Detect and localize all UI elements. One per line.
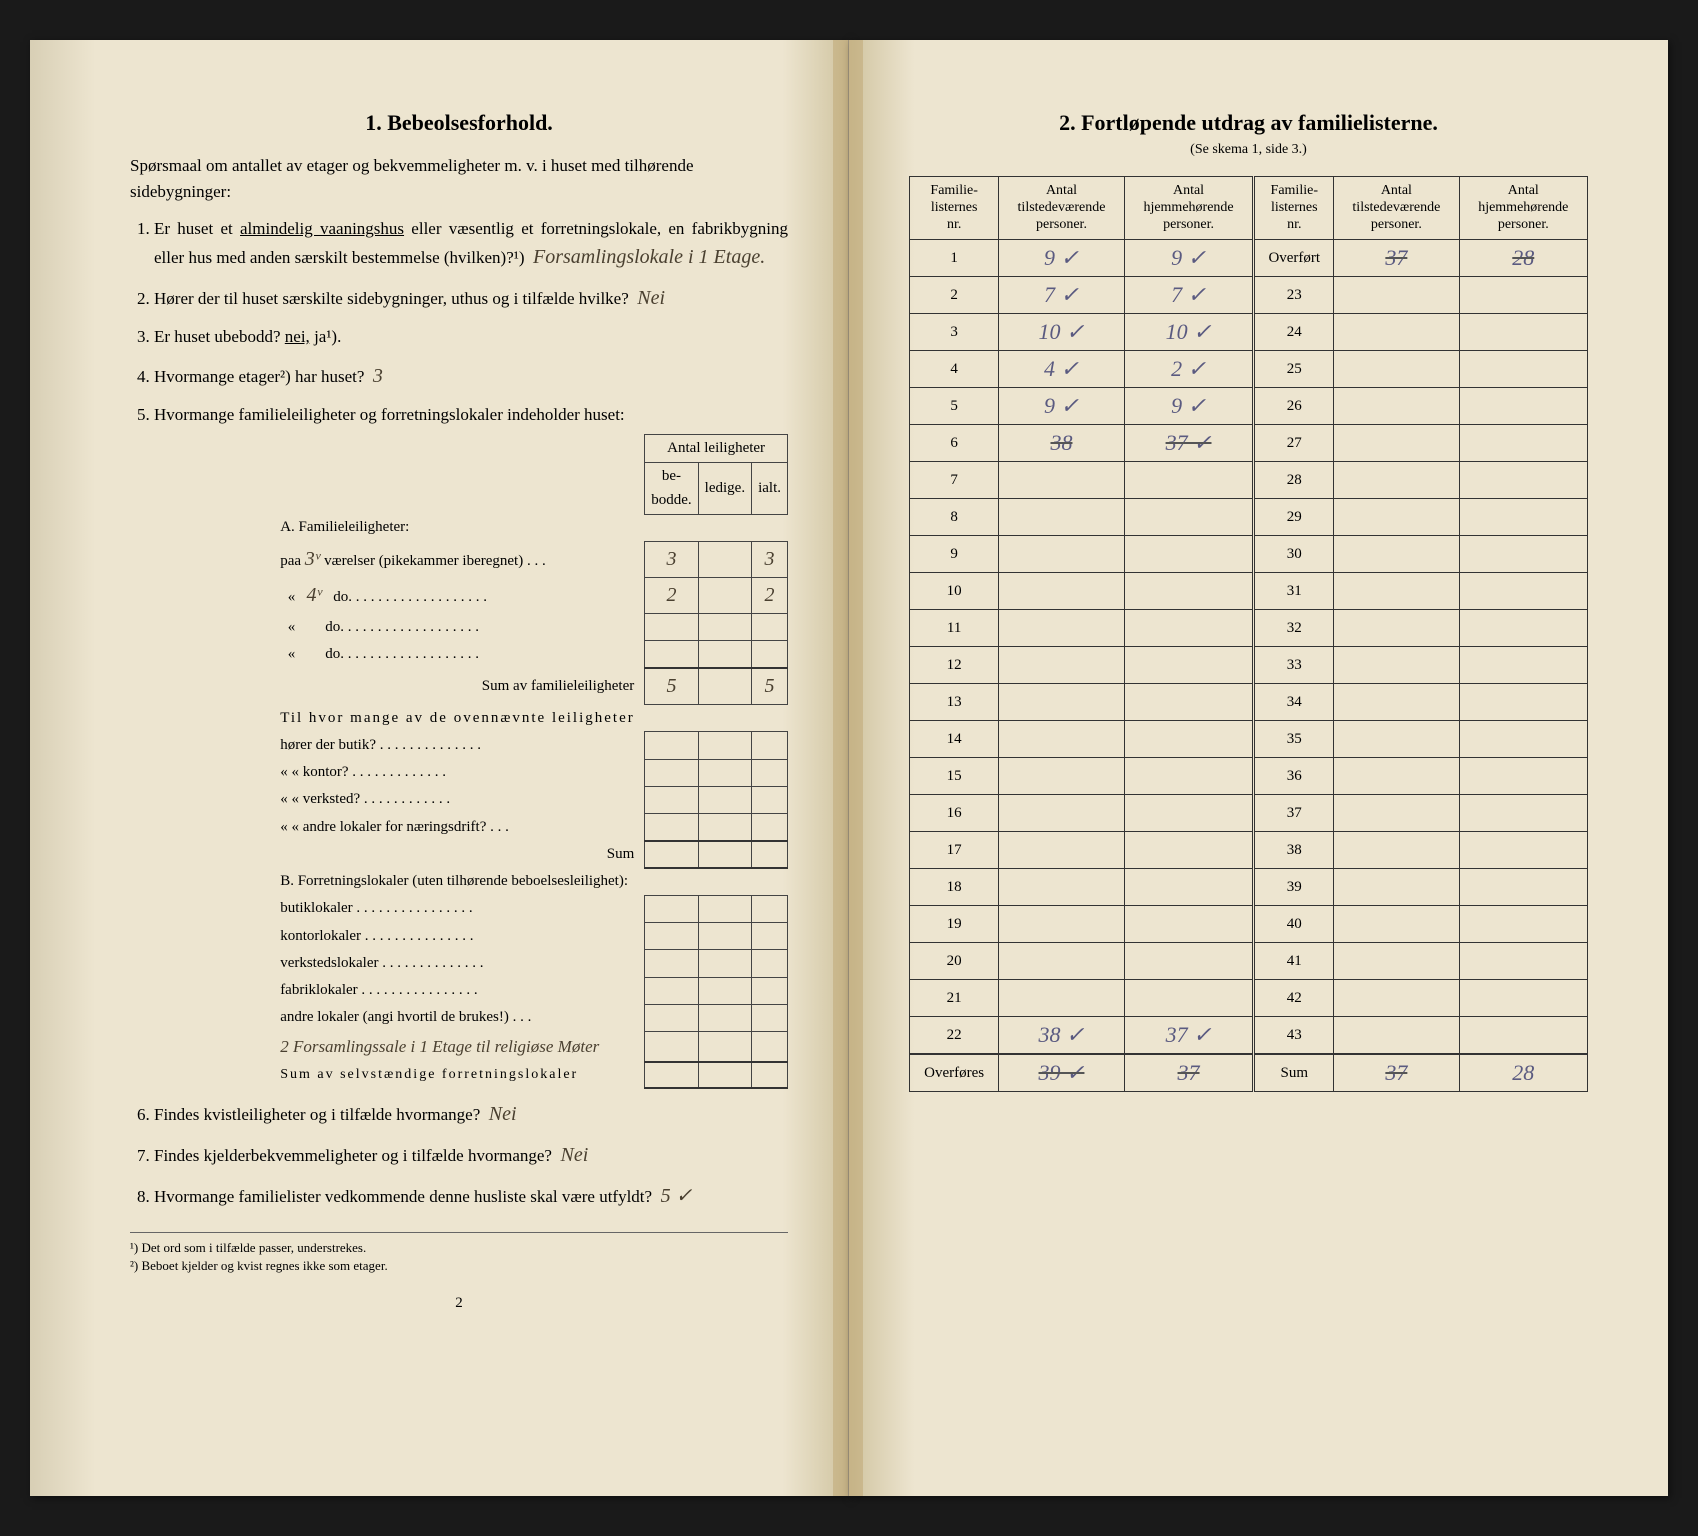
right-page: 2. Fortløpende utdrag av familielisterne… (849, 40, 1668, 1496)
q2-answer: Nei (637, 287, 665, 309)
q1: Er huset et almindelig vaaningshus eller… (154, 216, 788, 273)
q7-answer: Nei (560, 1144, 588, 1166)
q6-answer: Nei (489, 1103, 517, 1125)
footnotes: ¹) Det ord som i tilfælde passer, unders… (130, 1232, 788, 1275)
q7: Findes kjelderbekvemmeligheter og i tilf… (154, 1140, 788, 1171)
q3: Er huset ubebodd? nei, ja¹). (154, 324, 788, 350)
q1-answer: Forsamlingslokale i 1 Etage. (533, 246, 765, 268)
family-table: Familie- listernes nr. Antal tilstedevær… (909, 176, 1588, 1092)
question-list: Er huset et almindelig vaaningshus eller… (130, 216, 788, 1212)
page-number: 2 (130, 1295, 788, 1312)
q4-answer: 3 (373, 365, 383, 387)
right-subtitle: (Se skema 1, side 3.) (909, 142, 1588, 158)
q6: Findes kvistleiligheter og i tilfælde hv… (154, 1099, 788, 1130)
tape-strip (833, 40, 863, 1496)
q8-answer: 5 ✓ (661, 1185, 693, 1207)
book-spread: 1. Bebeolsesforhold. Spørsmaal om antall… (0, 0, 1698, 1536)
left-title: 1. Bebeolsesforhold. (130, 110, 788, 136)
q2: Hører der til huset særskilte sidebygnin… (154, 283, 788, 314)
left-page: 1. Bebeolsesforhold. Spørsmaal om antall… (30, 40, 849, 1496)
q4: Hvormange etager²) har huset? 3 (154, 361, 788, 392)
q8: Hvormange familielister vedkommende denn… (154, 1181, 788, 1212)
q5: Hvormange familieleiligheter og forretni… (154, 402, 788, 1089)
apartment-table: Antal leiligheter be- bodde. ledige. ial… (274, 434, 788, 1089)
intro-text: Spørsmaal om antallet av etager og bekve… (130, 153, 788, 204)
sec-a-label: A. Familieleiligheter: (274, 514, 645, 541)
right-title: 2. Fortløpende utdrag av familielisterne… (909, 110, 1588, 136)
